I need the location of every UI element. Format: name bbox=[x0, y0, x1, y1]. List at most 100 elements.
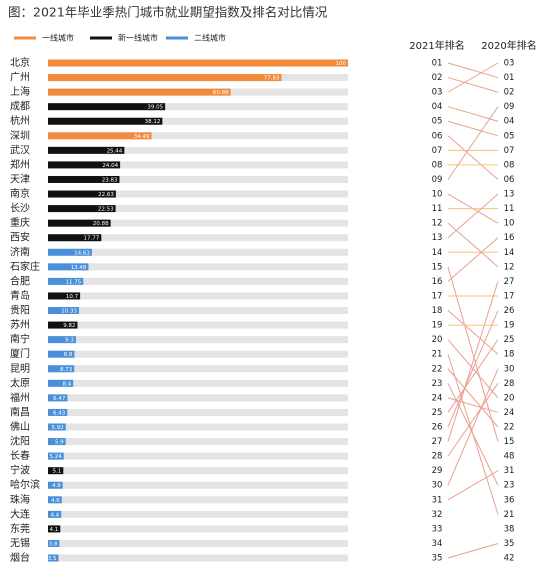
rank-2021: 23 bbox=[432, 379, 443, 389]
rank-link bbox=[447, 77, 499, 93]
bar bbox=[48, 467, 64, 475]
rank-link bbox=[447, 470, 499, 501]
rank-2020: 09 bbox=[504, 102, 515, 112]
value-label: 20.88 bbox=[93, 221, 109, 227]
rank-2020: 12 bbox=[504, 262, 515, 272]
rank-link bbox=[447, 368, 499, 428]
rank-2020: 26 bbox=[504, 306, 515, 316]
bar bbox=[48, 379, 74, 387]
rank-2021: 32 bbox=[432, 510, 443, 520]
value-label: 8.73 bbox=[60, 367, 73, 373]
value-label: 9.3 bbox=[65, 338, 74, 344]
value-label: 5.24 bbox=[49, 454, 62, 460]
rank-2020: 18 bbox=[504, 350, 515, 360]
bar bbox=[48, 336, 76, 344]
bar-background bbox=[48, 292, 348, 300]
y-tick-label: 石家庄 bbox=[10, 260, 40, 273]
y-tick-label: 西安 bbox=[10, 231, 30, 244]
rank-2021: 20 bbox=[432, 335, 443, 345]
rank-2021: 01 bbox=[432, 59, 443, 69]
rank-2020: 16 bbox=[504, 233, 515, 243]
rank-2021: 08 bbox=[432, 160, 443, 170]
value-label: 22.63 bbox=[98, 192, 114, 198]
y-tick-label: 北京 bbox=[10, 56, 30, 69]
rank-link bbox=[447, 62, 499, 79]
y-tick-label: 长春 bbox=[10, 450, 30, 462]
rank-link bbox=[447, 62, 499, 93]
bar bbox=[48, 74, 282, 82]
bar-background bbox=[48, 132, 348, 140]
bar bbox=[48, 554, 59, 562]
bar-background bbox=[48, 205, 348, 213]
rank-2020: 15 bbox=[504, 437, 515, 447]
bar-background bbox=[48, 394, 348, 402]
rank-link bbox=[447, 339, 499, 413]
y-tick-label: 无锡 bbox=[10, 536, 30, 549]
y-tick-label: 上海 bbox=[10, 85, 30, 98]
bar bbox=[48, 248, 92, 256]
bar-background bbox=[48, 190, 348, 198]
bar-background bbox=[48, 248, 348, 256]
rank-2020: 48 bbox=[504, 452, 515, 462]
rank-2021: 24 bbox=[432, 393, 443, 403]
rank-2021: 03 bbox=[432, 88, 443, 98]
bar bbox=[48, 205, 116, 213]
rank-2021: 15 bbox=[432, 262, 443, 272]
rank-2021: 33 bbox=[432, 524, 443, 534]
value-label: 3.8 bbox=[49, 541, 58, 547]
bar bbox=[48, 452, 64, 460]
value-label: 22.53 bbox=[98, 207, 114, 213]
bar-background bbox=[48, 525, 348, 533]
bar bbox=[48, 277, 84, 285]
value-label: 8.4 bbox=[62, 381, 71, 387]
rank-2021: 12 bbox=[432, 219, 443, 229]
y-tick-label: 苏州 bbox=[10, 318, 30, 331]
y-tick-label: 广州 bbox=[10, 72, 30, 84]
bar bbox=[48, 234, 102, 242]
bar bbox=[48, 438, 66, 446]
rank-2021: 04 bbox=[432, 102, 443, 112]
y-tick-label: 佛山 bbox=[10, 420, 30, 433]
value-label: 4.9 bbox=[52, 483, 61, 489]
bar bbox=[48, 481, 63, 489]
y-tick-label: 杭州 bbox=[10, 114, 30, 127]
rank-2021: 17 bbox=[432, 291, 443, 301]
bar bbox=[48, 510, 62, 518]
rank-2020: 24 bbox=[504, 408, 515, 418]
rank-link bbox=[447, 193, 499, 239]
y-tick-label: 烟台 bbox=[10, 551, 30, 564]
rank-2020: 31 bbox=[504, 466, 515, 476]
bar-background bbox=[48, 554, 348, 562]
rank-2020: 14 bbox=[504, 248, 515, 258]
value-label: 4.1 bbox=[50, 527, 59, 533]
rank-2020: 05 bbox=[504, 131, 515, 141]
value-label: 5.92 bbox=[52, 425, 64, 431]
rank-2020: 17 bbox=[504, 291, 515, 301]
legend-label: 新一线城市 bbox=[118, 33, 158, 43]
bar-background bbox=[48, 365, 348, 373]
value-label: 9.82 bbox=[63, 323, 75, 329]
bar-background bbox=[48, 481, 348, 489]
rank-2021: 06 bbox=[432, 131, 443, 141]
rank-2020: 06 bbox=[504, 175, 515, 185]
rank-2021: 02 bbox=[432, 73, 443, 83]
rank-2020: 04 bbox=[504, 117, 515, 127]
bar-background bbox=[48, 379, 348, 387]
bar bbox=[48, 88, 231, 96]
bar bbox=[48, 292, 81, 300]
rank-2020: 28 bbox=[504, 379, 515, 389]
rank-2020: 20 bbox=[504, 393, 515, 403]
rank-2021: 30 bbox=[432, 481, 443, 491]
bar-background bbox=[48, 103, 348, 111]
value-label: 11.75 bbox=[66, 279, 82, 285]
bar bbox=[48, 394, 68, 402]
value-label: 6.43 bbox=[53, 410, 66, 416]
value-label: 13.48 bbox=[71, 265, 87, 271]
rank-2021: 21 bbox=[432, 350, 443, 360]
rank-2020: 19 bbox=[504, 321, 515, 331]
rank-2020: 38 bbox=[504, 524, 515, 534]
y-tick-label: 合肥 bbox=[10, 274, 30, 287]
value-label: 17.77 bbox=[84, 236, 100, 242]
rank-2021: 27 bbox=[432, 437, 443, 447]
y-tick-label: 贵阳 bbox=[10, 304, 30, 317]
